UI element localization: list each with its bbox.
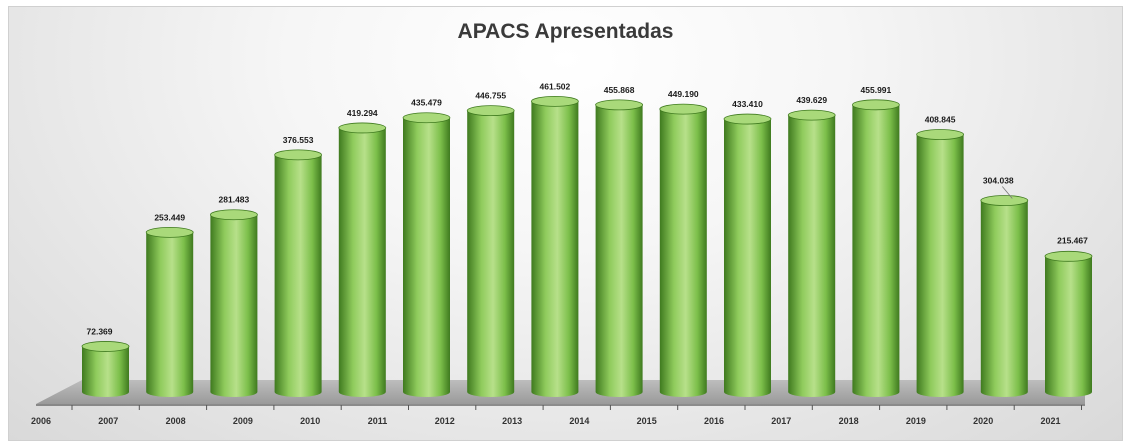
bar-body <box>467 110 515 397</box>
bar-top-cap <box>852 99 900 111</box>
x-tick-label: 2015 <box>637 416 657 426</box>
data-label: 446.755 <box>475 91 506 101</box>
bar-2012 <box>466 105 515 397</box>
bar-2016 <box>723 113 772 397</box>
bar-body <box>210 214 258 397</box>
bar-2006 <box>81 341 130 397</box>
bar-2011 <box>402 112 451 398</box>
bar-body <box>788 115 836 398</box>
bar-top-cap <box>81 341 130 352</box>
chart-title: APACS Apresentadas <box>457 20 674 43</box>
bar-2008 <box>209 209 258 397</box>
bar-top-cap <box>274 149 323 161</box>
bar-top-cap <box>916 129 964 140</box>
x-tick-label: 2013 <box>502 416 522 426</box>
data-label: 461.502 <box>540 81 571 91</box>
bar-top-cap <box>595 99 643 111</box>
x-tick-label: 2011 <box>368 416 388 426</box>
x-tick-label: 2010 <box>300 416 320 426</box>
x-tick-label: 2017 <box>771 416 791 426</box>
bar-top-cap <box>145 226 194 238</box>
bar-top-cap <box>1044 250 1093 262</box>
bar-body <box>403 117 450 398</box>
bar-2021 <box>1044 250 1093 397</box>
bar-2015 <box>659 103 708 398</box>
bar-top-cap <box>980 195 1029 206</box>
x-tick-label: 2012 <box>435 416 455 426</box>
data-label: 376.553 <box>283 135 314 145</box>
data-label: 455.868 <box>604 85 635 95</box>
bar-body <box>659 109 707 398</box>
data-label: 435.479 <box>411 98 442 108</box>
data-label: 419.294 <box>347 108 378 118</box>
x-tick-label: 2020 <box>973 416 993 426</box>
bar-2014 <box>595 99 643 398</box>
bar-body <box>852 104 900 397</box>
data-label: 215.467 <box>1057 235 1088 245</box>
x-tick-label: 2016 <box>704 416 724 426</box>
bar-top-cap <box>402 112 451 124</box>
x-tick-label: 2018 <box>839 416 859 426</box>
bar-top-cap <box>466 105 515 117</box>
bar-2020 <box>980 195 1029 397</box>
data-label: 449.190 <box>668 89 699 99</box>
data-label: 408.845 <box>925 115 956 125</box>
bar-2009 <box>274 149 323 397</box>
bar-top-cap <box>209 209 258 221</box>
data-label: 72.369 <box>87 326 113 336</box>
bar-body <box>1045 256 1092 397</box>
bar-body <box>980 200 1028 397</box>
bar-2007 <box>145 226 194 397</box>
bar-body <box>338 127 386 397</box>
bar-top-cap <box>531 95 579 107</box>
x-tick-label: 2021 <box>1040 416 1060 426</box>
data-label: 253.449 <box>154 212 185 222</box>
bar-top-cap <box>723 113 772 125</box>
bar-2013 <box>531 95 579 397</box>
bar-body <box>274 154 322 397</box>
bar-top-cap <box>659 103 708 115</box>
data-label: 433.410 <box>732 99 763 109</box>
x-tick-label: 2008 <box>166 416 186 426</box>
bar-top-cap <box>787 109 836 121</box>
bar-2019 <box>916 129 964 397</box>
bar-body <box>724 119 771 397</box>
data-label: 281.483 <box>219 195 250 205</box>
bar-body <box>916 134 964 397</box>
bar-2010 <box>338 122 387 397</box>
bar-top-cap <box>338 122 387 134</box>
data-label: 455.991 <box>861 85 892 95</box>
bar-body <box>531 101 579 397</box>
bar-body <box>146 232 194 397</box>
bar-2017 <box>787 109 836 398</box>
x-tick-label: 2014 <box>569 416 589 426</box>
bar-body <box>595 104 643 398</box>
x-tick-label: 2007 <box>98 416 118 426</box>
x-tick-label: 2019 <box>906 416 926 426</box>
x-tick-label: 2009 <box>233 416 253 426</box>
bar-body <box>82 346 129 397</box>
data-label-leader <box>1001 186 1013 199</box>
data-label: 439.629 <box>796 95 827 105</box>
x-tick-label: 2006 <box>31 416 51 426</box>
bar-2018 <box>852 99 900 397</box>
data-label: 304.038 <box>983 176 1014 186</box>
